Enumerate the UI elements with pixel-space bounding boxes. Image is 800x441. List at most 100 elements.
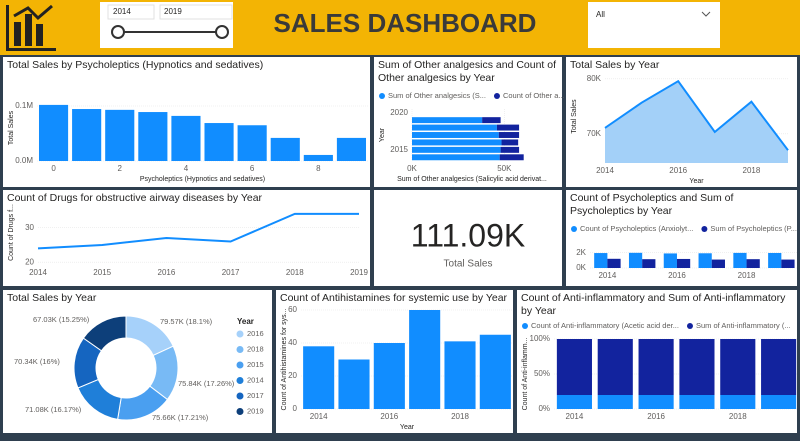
legend-marker [701,226,708,232]
bar [303,154,333,161]
x-tick-label: 2018 [451,412,469,421]
y-tick-label: 20 [288,371,297,380]
bar-segment [556,339,592,395]
legend-label: 2015 [247,360,264,369]
y-tick-label: 40 [288,338,297,347]
chart-title: Count of Drugs for obstructive airway di… [7,192,263,204]
x-tick-label: 2017 [222,268,240,277]
logo [6,4,56,51]
legend-label: Sum of Anti-inflammatory (... [696,321,791,330]
bar-segment [638,395,674,409]
bar [336,137,367,161]
bar-segment [412,146,501,153]
bar-segment [597,395,633,409]
x-tick-label: 2016 [647,412,665,421]
end-value: 2019 [164,7,182,16]
start-input[interactable] [107,4,155,20]
bar [781,259,795,268]
bar-segment [412,139,502,146]
x-axis-title: Psycholeptics (Hypnotics and sedatives) [140,176,265,183]
bar-segment [556,395,592,409]
legend-label: Sum of Psycholeptics (P... [710,224,797,233]
chart-title: Sum of Other analgesics and Count of Oth… [378,59,557,84]
y-tick-label: 2015 [390,145,408,154]
slider-handle[interactable] [215,25,229,39]
bar [171,115,201,161]
y-axis-title: Count of Antihistamines for sys... [281,308,288,410]
y-axis-title: Count of Drugs f... [8,204,15,261]
line [37,212,359,250]
y-tick-label: 0.1M [15,101,33,110]
x-tick-label: 2018 [729,412,747,421]
x-tick-label: 2018 [743,166,761,175]
y-tick-label: 0K [576,263,586,272]
chart-title: Total Sales by Psycholeptics (Hypnotics … [7,59,264,71]
bar [237,125,267,161]
slider-handle[interactable] [111,25,125,39]
legend-marker [236,392,244,400]
bar-segment [412,124,497,131]
bar [711,259,725,268]
legend-marker [686,323,693,329]
y-tick-label: 0% [538,404,550,413]
x-tick-label: 2015 [93,268,111,277]
bar [676,258,691,268]
legend-label: 2014 [247,375,264,384]
y-tick-label: 0 [293,404,298,413]
x-tick-label: 4 [184,164,189,173]
bar-segment [679,339,715,395]
x-tick-label: 2019 [350,268,368,277]
panel [566,190,797,286]
bar [338,359,370,409]
y-axis-title: Count of Anti-inflamm... [522,338,529,411]
legend-marker [236,408,244,415]
end-input[interactable] [159,4,233,20]
x-tick-label: 2014 [566,412,584,421]
data-label: 70.34K (16%) [14,357,60,366]
bar-segment [638,339,674,395]
bar-segment [679,395,715,409]
legend-label: Count of Psycholeptics (Anxiolyt... [580,224,693,233]
bar-segment [597,339,633,395]
bar [628,252,643,268]
bar [663,253,677,268]
panel [374,190,562,286]
x-tick-label: 0 [51,164,56,173]
x-tick-label: 2018 [738,271,756,280]
y-tick-label: 2020 [390,108,408,117]
data-label: 71.08K (16.17%) [25,405,82,414]
legend-label: Sum of Other analgesics (S... [388,91,486,100]
bar-segment [412,117,483,124]
chart-title: Total Sales by Year [570,59,660,71]
legend-label: 2017 [247,391,264,400]
x-tick-label: 2018 [286,268,304,277]
bar-segment [761,339,797,395]
y-tick-label: 80K [587,74,602,83]
legend-label: 2016 [247,329,264,338]
bar-segment [500,146,520,153]
legend-marker [493,93,500,99]
bar [373,343,405,409]
x-tick-label: 2014 [29,268,47,277]
bar [768,252,782,268]
x-tick-label: 0K [407,164,417,173]
x-tick-label: 2016 [668,271,686,280]
bar-segment [499,154,524,161]
bar [642,259,656,268]
bar [746,259,760,268]
data-label: 75.84K (17.26%) [178,379,235,388]
dropdown-chevron[interactable] [701,11,711,17]
x-tick-label: 8 [316,164,321,173]
bar [594,253,608,268]
bar [105,109,135,161]
legend-title: Year [237,317,254,326]
chart-title: Total Sales by Year [7,292,97,304]
dropdown[interactable] [588,2,720,48]
start-value: 2014 [113,7,131,16]
bar [38,104,69,161]
y-tick-label: 100% [530,334,550,343]
legend-label: Count of Other a... [503,91,565,100]
x-tick-label: 2 [118,164,123,173]
